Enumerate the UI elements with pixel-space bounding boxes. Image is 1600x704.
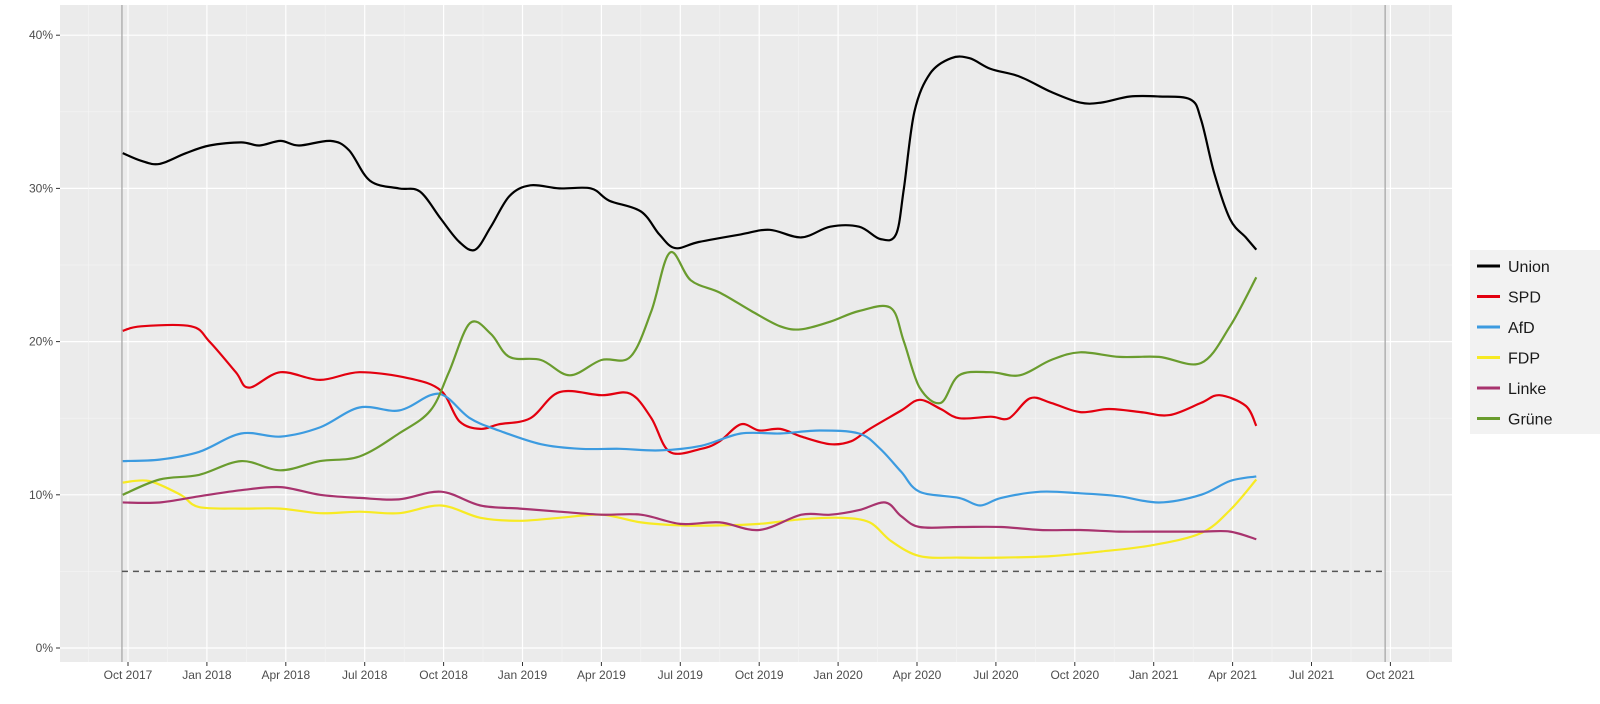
x-tick-label: Apr 2021 [1208,668,1257,682]
x-tick-label: Jan 2019 [498,668,548,682]
series-line-spd [122,323,1258,455]
x-tick-label: Oct 2018 [419,668,468,682]
y-axis: 0% 10% 20% 30% 40% [29,28,60,655]
series-line-fdp [122,478,1258,559]
legend-label: Union [1508,259,1550,276]
y-tick-label: 10% [29,488,53,502]
series-line-linke [122,485,1257,541]
legend: Union SPD AfD FDP Linke Grüne [1470,250,1600,434]
x-tick-label: Oct 2021 [1366,668,1415,682]
x-tick-label: Jul 2021 [1289,668,1335,682]
series-line-union [122,55,1258,252]
plot-panel [60,5,1452,662]
y-tick-label: 0% [36,641,54,655]
y-tick-label: 40% [29,28,53,42]
series-lines [122,55,1258,559]
gridlines [60,5,1452,662]
x-tick-label: Oct 2019 [735,668,784,682]
x-tick-label: Apr 2020 [893,668,942,682]
legend-label: Linke [1508,381,1546,398]
x-tick-label: Jul 2019 [658,668,704,682]
x-tick-label: Oct 2020 [1050,668,1099,682]
x-tick-label: Apr 2018 [261,668,310,682]
y-tick-label: 30% [29,181,53,195]
x-tick-label: Jan 2021 [1129,668,1179,682]
x-tick-label: Apr 2019 [577,668,626,682]
x-tick-label: Jan 2020 [813,668,863,682]
legend-background [1470,250,1600,434]
x-tick-label: Jul 2020 [973,668,1019,682]
x-tick-label: Jan 2018 [182,668,232,682]
legend-label: AfD [1508,320,1535,337]
x-tick-label: Oct 2017 [104,668,153,682]
x-axis: Oct 2017 Jan 2018 Apr 2018 Jul 2018 Oct 2018… [104,662,1415,682]
x-tick-label: Jul 2018 [342,668,388,682]
legend-label: SPD [1508,290,1541,307]
y-tick-label: 20% [29,335,53,349]
series-line-afd [122,392,1257,507]
reference-lines [121,5,1386,662]
legend-label: Grüne [1508,412,1553,429]
legend-label: FDP [1508,351,1540,368]
series-line-grüne [122,251,1258,496]
